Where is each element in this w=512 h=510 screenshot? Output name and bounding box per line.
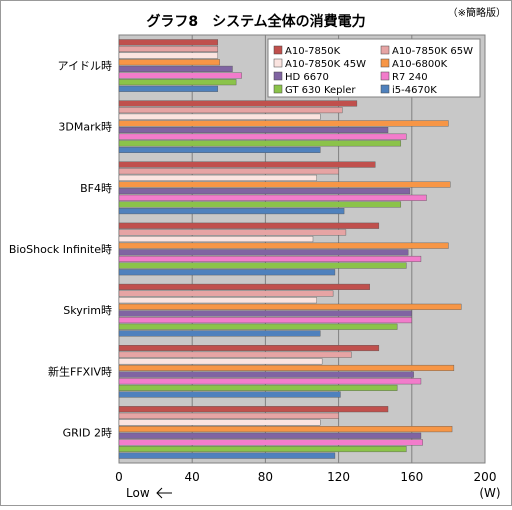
bar bbox=[118, 85, 219, 92]
bar bbox=[118, 140, 402, 147]
category-label: BioShock Infinite時 bbox=[9, 243, 112, 256]
legend-swatch bbox=[273, 58, 283, 68]
category-label: 3DMark時 bbox=[58, 121, 112, 134]
bar bbox=[118, 236, 314, 243]
bar bbox=[118, 439, 423, 446]
legend-swatch bbox=[380, 84, 390, 94]
bar bbox=[118, 39, 219, 46]
bar bbox=[118, 351, 352, 358]
bar bbox=[118, 161, 376, 168]
category-labels: アイドル時 3DMark時 BF4時 BioShock Infinite時 Skyrim… bbox=[9, 60, 112, 440]
legend-swatch bbox=[380, 71, 390, 81]
bar bbox=[118, 59, 220, 66]
bar bbox=[118, 452, 336, 459]
x-tick-label: 40 bbox=[185, 470, 200, 484]
bar bbox=[118, 188, 411, 195]
bar bbox=[118, 168, 339, 175]
bar bbox=[118, 52, 219, 59]
legend-swatch bbox=[273, 71, 283, 81]
bar bbox=[118, 174, 317, 181]
bar bbox=[118, 201, 402, 208]
bar bbox=[118, 412, 339, 419]
chart-subtitle: （※簡略版） bbox=[448, 6, 506, 19]
low-label: Low bbox=[126, 486, 150, 500]
legend-label: A10-7850K 45W bbox=[285, 59, 366, 70]
bar bbox=[118, 406, 389, 413]
bar bbox=[118, 262, 407, 269]
bar bbox=[118, 419, 321, 426]
bar bbox=[118, 345, 380, 352]
x-tick-label: 200 bbox=[474, 470, 497, 484]
legend-swatch bbox=[273, 45, 283, 55]
category-label: BF4時 bbox=[80, 182, 112, 195]
bar bbox=[118, 384, 398, 391]
bar bbox=[118, 127, 389, 134]
legend-label: i5-4670K bbox=[392, 85, 437, 96]
bar bbox=[118, 317, 412, 324]
bar bbox=[118, 249, 409, 256]
bar bbox=[118, 79, 237, 86]
legend-swatch bbox=[380, 58, 390, 68]
bar bbox=[118, 113, 321, 120]
legend-label: GT 630 Kepler bbox=[285, 85, 356, 96]
legend-label: HD 6670 bbox=[285, 72, 329, 83]
left-arrow-icon bbox=[156, 487, 172, 499]
bars-group bbox=[118, 39, 462, 459]
bar bbox=[118, 72, 242, 79]
bar bbox=[118, 133, 407, 140]
bar bbox=[118, 323, 398, 330]
x-unit-label: (W) bbox=[479, 486, 500, 500]
category-label: Skyrim時 bbox=[63, 304, 112, 317]
bar bbox=[118, 378, 422, 385]
legend-swatch bbox=[273, 84, 283, 94]
bar bbox=[118, 446, 407, 453]
legend: A10-7850K A10-7850K 65W A10-7850K 45W A10-6… bbox=[267, 38, 481, 98]
bar bbox=[118, 358, 323, 365]
plot-area bbox=[118, 34, 486, 464]
bar bbox=[118, 432, 422, 439]
legend-label: R7 240 bbox=[392, 72, 428, 83]
bar bbox=[118, 330, 321, 337]
bar bbox=[118, 371, 414, 378]
legend-label: A10-7850K 65W bbox=[392, 46, 473, 57]
bar bbox=[118, 297, 317, 304]
x-tick-label: 160 bbox=[400, 470, 423, 484]
x-tick-label: 120 bbox=[327, 470, 350, 484]
bar bbox=[118, 65, 233, 72]
bar bbox=[118, 303, 462, 310]
bar bbox=[118, 242, 449, 249]
bar bbox=[118, 364, 455, 371]
bar bbox=[118, 146, 321, 153]
bar bbox=[118, 45, 219, 52]
bar bbox=[118, 283, 370, 290]
bar bbox=[118, 255, 422, 262]
bar bbox=[118, 194, 427, 201]
x-tick-label: 80 bbox=[258, 470, 273, 484]
bar bbox=[118, 269, 336, 276]
bar bbox=[118, 426, 453, 433]
bar bbox=[118, 107, 343, 114]
legend-label: A10-7850K bbox=[285, 46, 341, 57]
bar bbox=[118, 100, 358, 107]
legend-swatch bbox=[380, 45, 390, 55]
legend-box bbox=[267, 38, 481, 98]
bar bbox=[118, 222, 380, 229]
bar bbox=[118, 120, 449, 127]
category-label: アイドル時 bbox=[58, 60, 112, 73]
chart-title: グラフ8 システム全体の消費電力 bbox=[146, 13, 365, 30]
category-label: 新生FFXIV時 bbox=[48, 364, 112, 378]
category-label: GRID 2時 bbox=[63, 426, 112, 439]
bar bbox=[118, 229, 347, 236]
x-tick-label: 0 bbox=[115, 470, 123, 484]
low-annotation: Low bbox=[126, 486, 172, 500]
legend-label: A10-6800K bbox=[392, 59, 448, 70]
bar bbox=[118, 181, 451, 188]
bar bbox=[118, 290, 334, 297]
bar bbox=[118, 208, 345, 215]
bar bbox=[118, 310, 412, 317]
bar bbox=[118, 391, 341, 398]
x-tick-labels: 0 40 80 120 160 200 bbox=[115, 470, 496, 484]
